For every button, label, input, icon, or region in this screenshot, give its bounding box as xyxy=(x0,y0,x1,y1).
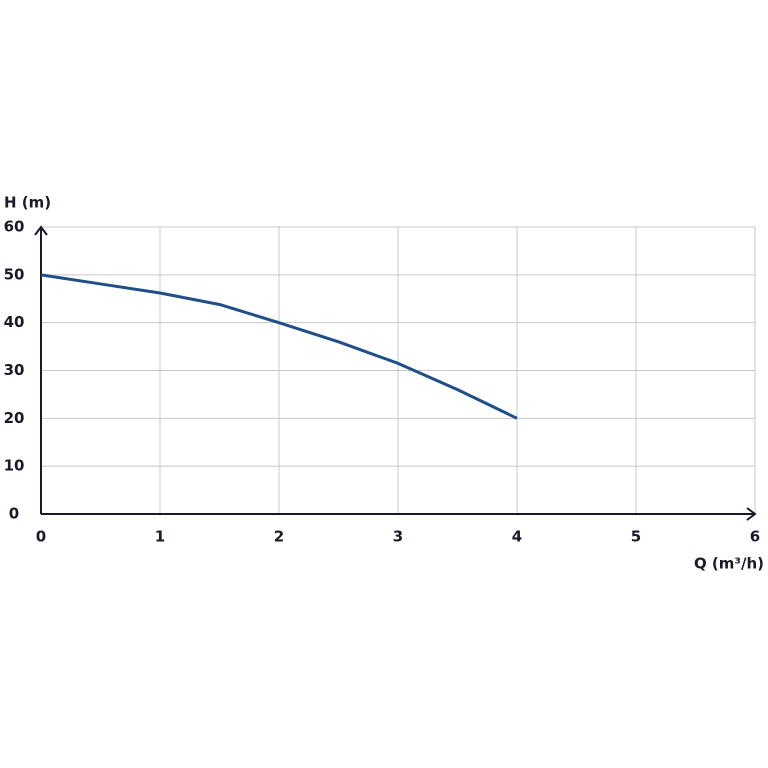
y-arrow xyxy=(34,225,48,236)
data-line xyxy=(40,273,518,420)
y-tick-label: 20 xyxy=(4,409,25,427)
y-tick-label: 60 xyxy=(4,218,25,236)
y-tick-label: 10 xyxy=(4,457,25,475)
x-tick-label: 2 xyxy=(274,528,284,546)
x-tick-label: 0 xyxy=(36,528,46,546)
y-tick-label: 40 xyxy=(4,313,25,331)
x-tick-label: 1 xyxy=(155,528,165,546)
x-tick-label: 5 xyxy=(631,528,641,546)
y-tick-label: 50 xyxy=(4,265,25,283)
x-axis-label: Q (m³/h) xyxy=(694,555,764,573)
y-tick-label: 30 xyxy=(4,361,25,379)
y-axis-label: H (m) xyxy=(4,194,51,212)
x-arrow xyxy=(746,507,757,521)
x-tick-label: 3 xyxy=(393,528,403,546)
x-tick-label: 4 xyxy=(512,528,522,546)
x-tick-label: 6 xyxy=(750,528,760,546)
y-tick-label: 0 xyxy=(9,505,19,523)
